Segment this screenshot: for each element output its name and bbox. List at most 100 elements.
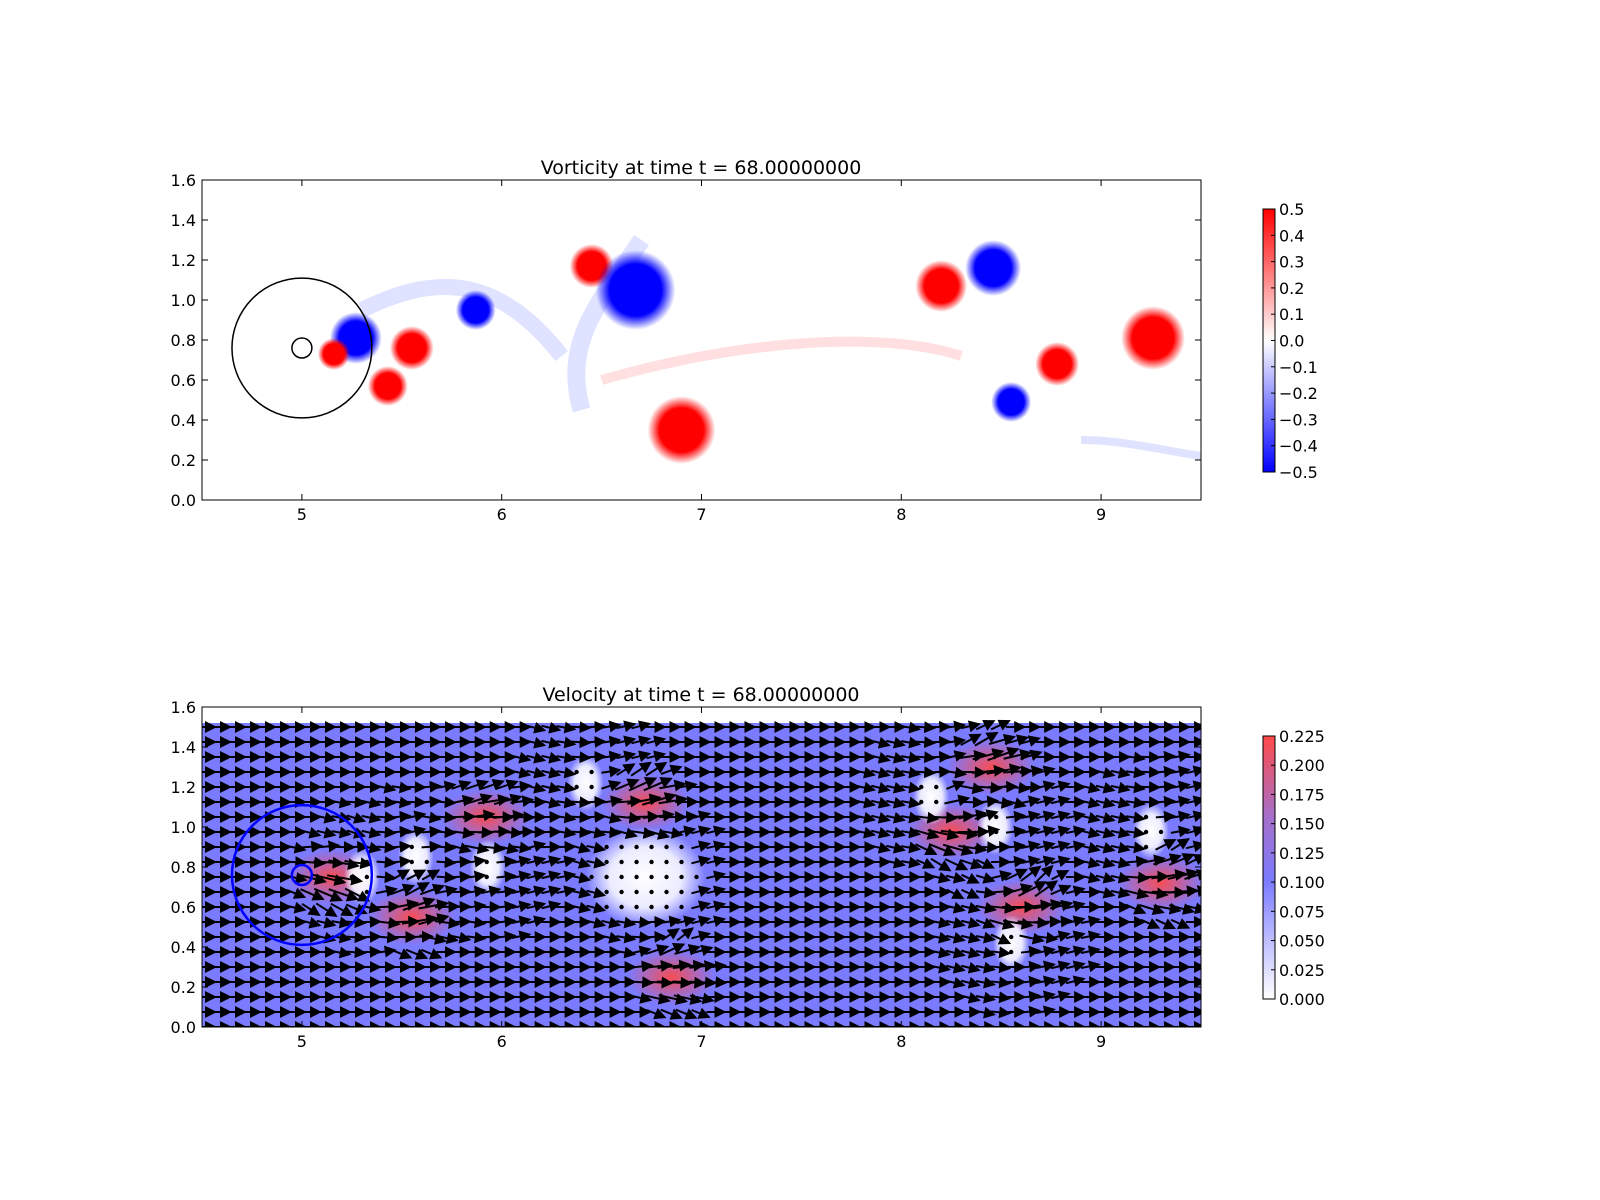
velocity-arrow [689, 992, 715, 1005]
velocity-arrow [1065, 825, 1086, 838]
velocity-arrow [1035, 990, 1056, 1003]
velocity-arrow [886, 796, 906, 809]
velocity-arrow [1170, 838, 1190, 851]
colorbar-tick-label: 0.200 [1279, 756, 1325, 775]
velocity-arrow [481, 885, 502, 898]
velocity-dot [919, 784, 924, 790]
colorbar-tick-label: 0.1 [1279, 305, 1304, 324]
velocity-arrow [1035, 855, 1056, 868]
velocity-dot [934, 799, 939, 805]
y-tick-label: 1.6 [171, 698, 196, 717]
velocity-arrow [328, 888, 360, 902]
velocity-arrow [1020, 855, 1041, 868]
velocity-arrow [421, 869, 441, 881]
velocity-arrow [1080, 781, 1101, 794]
velocity-arrow [402, 897, 436, 911]
velocity-arrow [511, 870, 532, 883]
velocity-arrow [856, 796, 876, 809]
velocity-arrow [556, 781, 577, 794]
velocity-arrow [974, 809, 999, 821]
velocity-dot [934, 784, 939, 790]
velocity-arrow [642, 809, 676, 822]
velocity-arrow [646, 915, 667, 928]
velocity-arrow [586, 826, 607, 839]
velocity-arrow [691, 930, 712, 943]
velocity-arrow [961, 872, 980, 884]
velocity-arrow [466, 855, 487, 868]
velocity-arrow [1065, 945, 1086, 958]
velocity-arrow [391, 855, 412, 868]
velocity-dot [484, 859, 489, 865]
velocity-arrow [526, 721, 547, 734]
velocity-arrow [541, 781, 562, 794]
velocity-arrow [301, 826, 322, 839]
velocity-arrow [871, 841, 891, 854]
velocity-arrow [661, 915, 682, 928]
velocity-arrow [1050, 884, 1072, 896]
colorbar-tick-label: 0.3 [1279, 253, 1304, 272]
velocity-dot [619, 844, 624, 850]
velocity-arrow [674, 944, 701, 956]
velocity-arrow [601, 916, 622, 929]
velocity-arrow [1020, 945, 1042, 958]
velocity-arrow [644, 828, 671, 840]
velocity-arrow [1110, 841, 1131, 854]
velocity-arrow [706, 915, 727, 928]
velocity-arrow [1168, 853, 1195, 866]
velocity-arrow [361, 826, 382, 839]
velocity-arrow [988, 901, 1017, 914]
y-tick-label: 0.0 [171, 1018, 196, 1037]
velocity-arrow [510, 795, 535, 808]
velocity-arrow [975, 931, 996, 944]
velocity-arrow [361, 811, 382, 824]
velocity-arrow [601, 931, 622, 944]
velocity-arrow [928, 843, 957, 857]
velocity-arrow [930, 857, 952, 872]
velocity-arrow [1004, 868, 1029, 881]
velocity-arrow [960, 961, 981, 974]
velocity-arrow [1110, 886, 1131, 899]
y-tick-label: 0.6 [171, 898, 196, 917]
obstacle-circle [291, 337, 313, 359]
velocity-arrow [706, 840, 727, 853]
velocity-arrow [435, 932, 459, 945]
velocity-arrow [987, 746, 1020, 762]
velocity-arrow [361, 796, 382, 809]
velocity-arrow [301, 840, 324, 853]
velocity-dot [619, 874, 624, 880]
velocity-arrow [526, 781, 547, 794]
velocity-arrow [691, 855, 712, 868]
velocity-arrow [886, 856, 906, 869]
velocity-arrow [326, 873, 364, 886]
velocity-arrow [586, 750, 607, 763]
velocity-arrow [960, 901, 981, 914]
velocity-arrow [586, 901, 607, 914]
velocity-dot [619, 859, 624, 865]
velocity-arrow [1155, 765, 1176, 778]
x-tick-label: 7 [696, 505, 706, 524]
velocity-arrow [901, 811, 922, 824]
velocity-arrow [526, 885, 547, 898]
velocity-arrow [1155, 839, 1177, 851]
y-tick-label: 1.2 [171, 251, 196, 270]
velocity-arrow [990, 991, 1012, 1004]
velocity-arrow [975, 872, 996, 884]
velocity-dot [919, 799, 924, 805]
velocity-arrow [391, 810, 412, 823]
velocity-arrow [886, 826, 906, 839]
velocity-arrow [706, 855, 727, 868]
positive-vortex [1035, 342, 1080, 386]
velocity-arrow [1004, 734, 1030, 746]
velocity-arrow [316, 826, 337, 839]
velocity-arrow [346, 812, 367, 824]
velocity-arrow [436, 841, 457, 854]
velocity-arrow [627, 793, 662, 806]
velocity-arrow [1050, 825, 1071, 838]
velocity-arrow [1035, 945, 1056, 958]
velocity-arrow [601, 812, 622, 824]
velocity-arrow [586, 841, 607, 854]
velocity-dot [574, 784, 579, 790]
velocity-arrow [286, 887, 307, 899]
